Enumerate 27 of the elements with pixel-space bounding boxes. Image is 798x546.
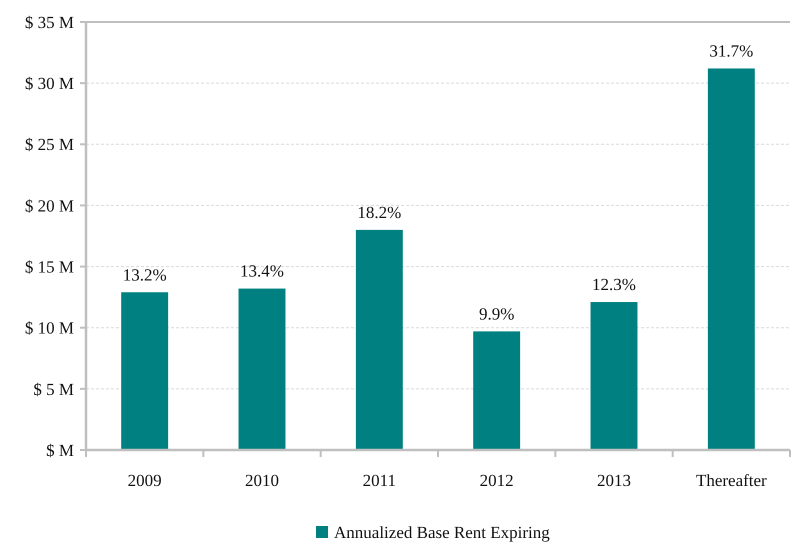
bar [356, 230, 403, 450]
y-tick-label: $ 25 M [24, 135, 74, 154]
bar [473, 331, 520, 450]
bar [238, 288, 286, 450]
bar [590, 302, 638, 450]
y-tick-label: $ 10 M [24, 318, 74, 338]
annotation: 13.4% [240, 262, 284, 281]
bar [708, 68, 755, 450]
annotation: 13.2% [122, 265, 167, 284]
x-tick-label: Thereafter [696, 471, 768, 490]
bar [121, 292, 168, 450]
x-tick-label: 2010 [245, 471, 279, 490]
x-tick-label: 2009 [128, 471, 162, 490]
annotation: 12.3% [592, 275, 636, 294]
y-tick-label: $ 35 M [24, 12, 74, 32]
x-tick-label: 2012 [480, 471, 514, 490]
annotation: 18.2% [357, 202, 402, 222]
y-tick-label: $ 30 M [24, 74, 74, 94]
annotation: 9.9% [478, 304, 514, 324]
annotation: 31.7% [709, 41, 754, 60]
y-tick-label: $ 15 M [24, 258, 74, 277]
x-tick-label: 2013 [597, 471, 631, 490]
y-tick-label: $ M [46, 440, 74, 460]
y-tick-label: $ 20 M [24, 196, 74, 216]
legend-label: Annualized Base Rent Expiring [334, 522, 550, 542]
y-tick-label: $ 5 M [33, 380, 74, 399]
x-tick-label: 2011 [362, 471, 396, 490]
